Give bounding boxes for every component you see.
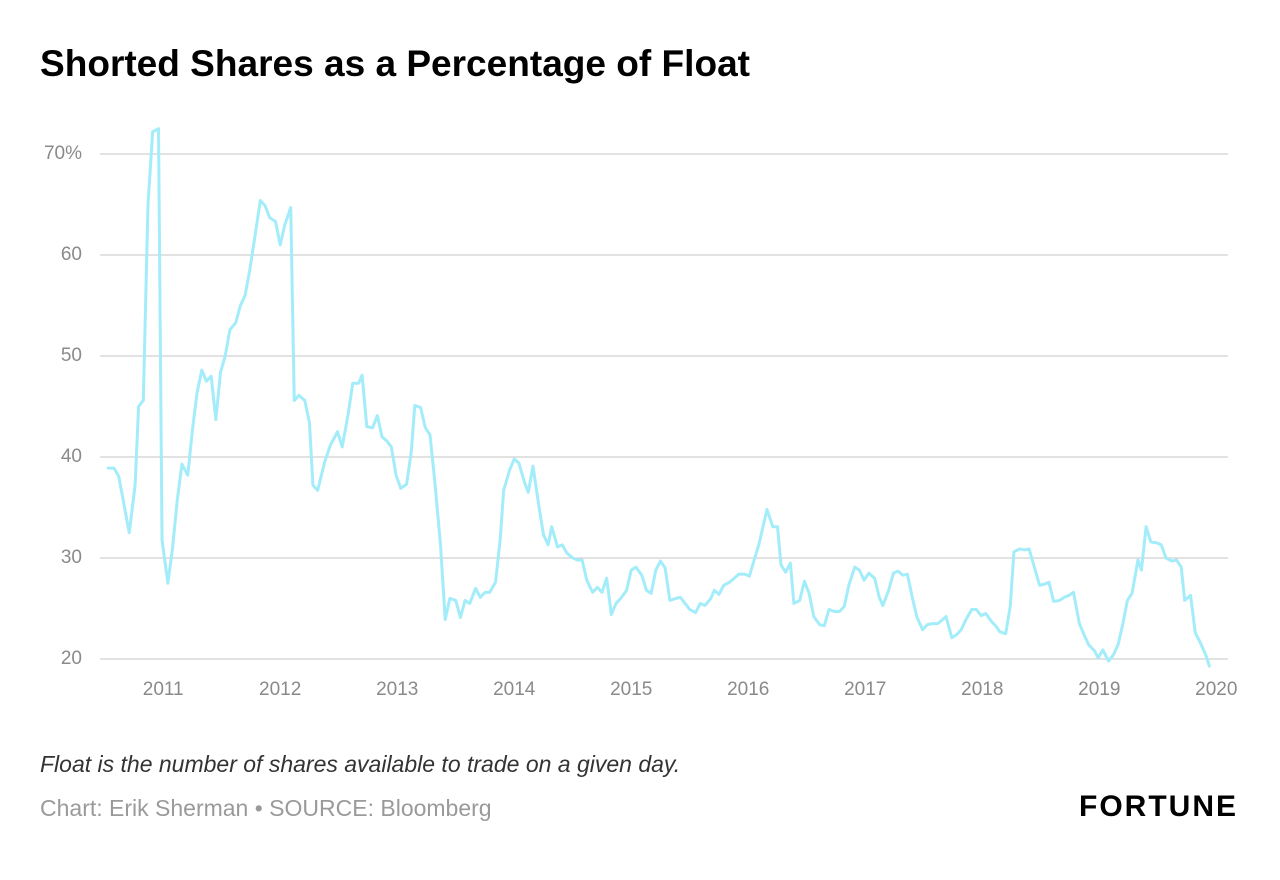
x-tick-label: 2020	[1195, 679, 1237, 700]
line	[106, 127, 1211, 668]
y-tick-label: 30	[61, 547, 82, 568]
chart-source: Chart: Erik Sherman • SOURCE: Bloomberg	[40, 795, 492, 821]
y-tick-label: 40	[61, 446, 82, 467]
x-tick-label: 2018	[961, 679, 1003, 700]
chart-title: Shorted Shares as a Percentage of Float	[40, 43, 750, 84]
x-tick-label: 2017	[844, 679, 886, 700]
logo: FORTUNE	[1079, 790, 1238, 823]
y-tick-label: 50	[61, 345, 82, 366]
chart-note: Float is the number of shares available …	[40, 751, 680, 777]
x-tick-label: 2013	[376, 679, 418, 700]
x-tick-label: 2012	[259, 679, 301, 700]
x-tick-label: 2019	[1078, 679, 1120, 700]
y-tick-label: 60	[61, 244, 82, 265]
x-tick-label: 2016	[727, 679, 769, 700]
x-tick-label: 2014	[493, 679, 536, 700]
x-tick-label: 2015	[610, 679, 652, 700]
y-tick-label: 20	[61, 648, 82, 669]
x-tick-label: 2011	[143, 679, 184, 700]
y-tick-label: 70%	[44, 143, 82, 164]
